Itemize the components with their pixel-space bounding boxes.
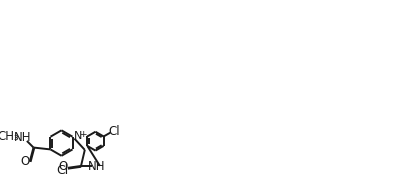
- Text: N: N: [73, 131, 82, 141]
- Text: NH: NH: [88, 160, 106, 173]
- Text: Cl⁻: Cl⁻: [56, 164, 75, 177]
- Text: +: +: [79, 130, 86, 139]
- Text: O: O: [58, 160, 67, 173]
- Text: CH₃: CH₃: [0, 130, 19, 143]
- Text: Cl: Cl: [108, 125, 120, 138]
- Text: O: O: [20, 155, 29, 168]
- Text: NH: NH: [14, 131, 32, 144]
